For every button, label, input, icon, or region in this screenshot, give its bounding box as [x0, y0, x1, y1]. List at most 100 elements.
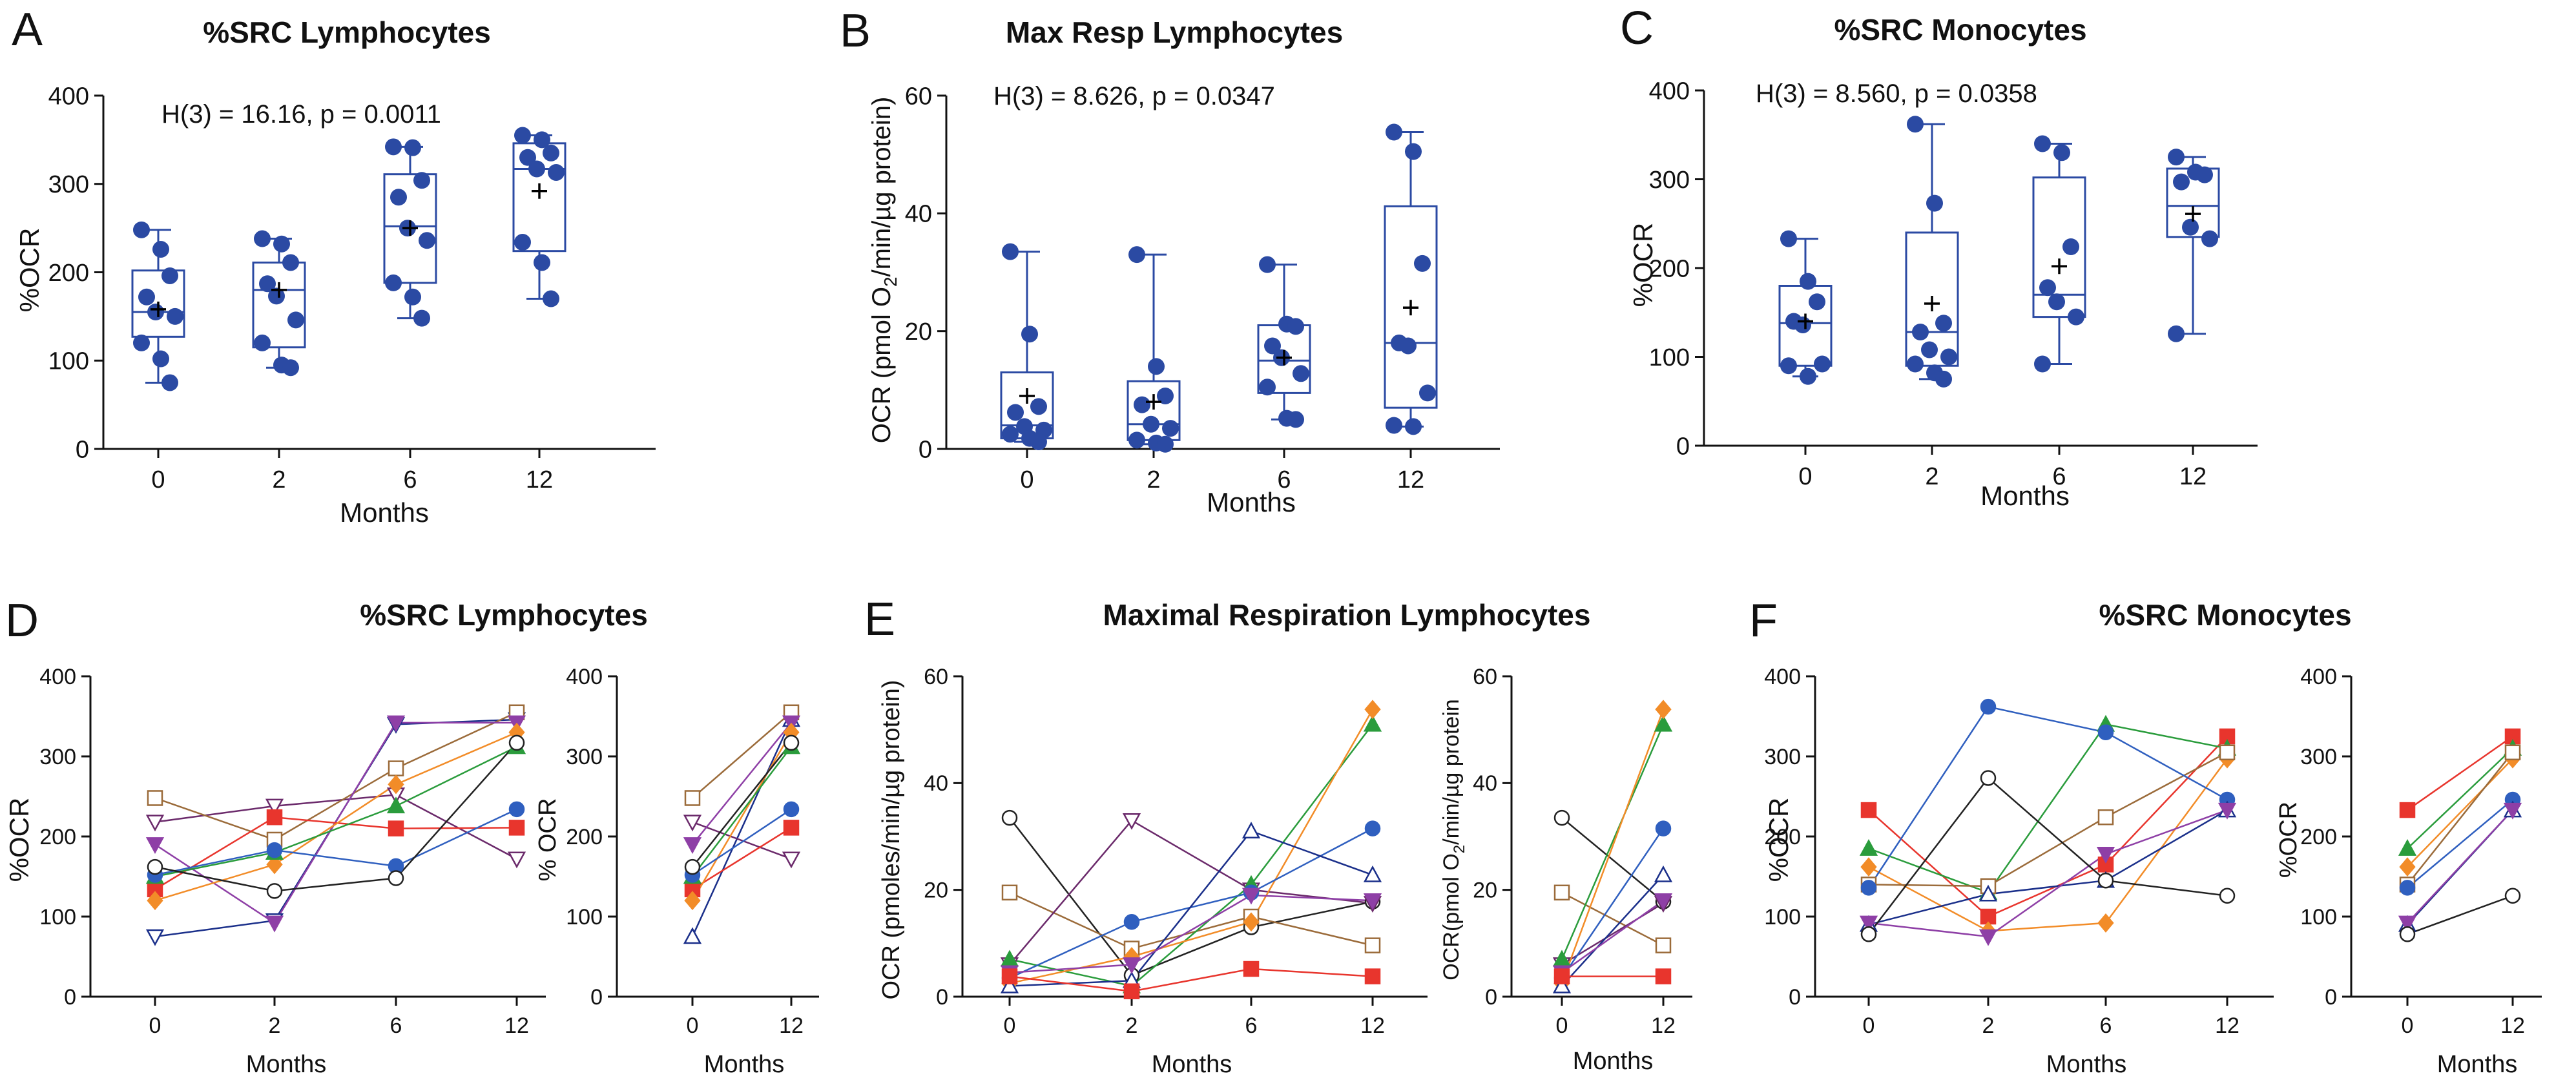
panel-a-box-2-mean-marker — [271, 282, 287, 298]
panel-d-series-3-line — [154, 711, 517, 841]
panel-d-small-y-tick-label: 200 — [566, 825, 603, 849]
panel-e-y-tick-label: 20 — [924, 878, 948, 903]
panel-a-xlabel: Months — [340, 497, 429, 528]
panel-f-series-8-point — [1860, 926, 1877, 942]
panel-d-small-y-tick-label: 0 — [590, 985, 603, 1010]
panel-d-small-x-tick-label: 12 — [779, 1013, 804, 1038]
panel-a-box-12-mean-marker — [532, 183, 547, 199]
panel-f-small-series-5-point — [2399, 880, 2416, 896]
panel-b-box-0-point — [1002, 243, 1019, 260]
panel-d-series-9-line — [154, 742, 517, 892]
panel-b-box-2-mean-marker — [1146, 394, 1161, 410]
panel-d-small-series-9-line — [692, 742, 792, 867]
panel-e-series-2-point — [1001, 884, 1018, 901]
panel-e-title: Maximal Respiration Lymphocytes — [1103, 598, 1591, 632]
panel-a-box-0-iqr — [131, 269, 185, 338]
panel-d-x-tick-label: 0 — [149, 1013, 161, 1038]
panel-d-small-series-9-point — [783, 734, 800, 751]
panel-a-y-tick-label: 200 — [48, 260, 89, 287]
panel-f-y-tick-label: 0 — [1789, 985, 1801, 1010]
panel-a-box-12-point — [514, 234, 531, 251]
panel-a-box-0-point — [161, 267, 178, 284]
panel-c-x-tick-label: 2 — [1925, 463, 1938, 490]
panel-e-series-1-point — [1001, 809, 1018, 826]
panel-e-series-2-line — [1009, 891, 1373, 950]
panel-e-series-8-line — [1009, 894, 1373, 974]
panel-d-series-8-point — [266, 842, 283, 858]
panel-f-y-tick-label: 300 — [1764, 745, 1801, 769]
panel-a-box-0-point — [167, 307, 183, 325]
panel-e-x-tick-label: 6 — [1245, 1013, 1258, 1038]
panel-f-series-3-point — [1860, 857, 1877, 877]
panel-d-series-9-point — [147, 858, 163, 875]
panel-f-series-5-point — [1860, 880, 1877, 896]
panel-f-series-5-line — [1867, 705, 2228, 889]
panel-e-ylabel: OCR (pmoles/min/µg protein) — [878, 680, 905, 1000]
panel-f-series-3-point — [2097, 913, 2114, 933]
panel-f-series-4-line — [1868, 751, 2228, 888]
panel-c-box-2-point — [1926, 194, 1943, 212]
panel-b-box-2-point — [1128, 246, 1145, 264]
panel-e-series-7-point — [1241, 822, 1261, 838]
panel-f-small-series-3-line — [2407, 758, 2513, 867]
panel-a-x-tick-label: 12 — [526, 466, 553, 493]
panel-e-series-9-point — [1243, 961, 1260, 977]
panel-b-ylabel: OCR (pmol O2/min/µg protein) — [867, 97, 900, 444]
panel-e-series-7-point — [1000, 976, 1019, 993]
panel-e-small-series-4-line — [1561, 723, 1665, 960]
panel-c-stat: H(3) = 8.560, p = 0.0358 — [1756, 79, 2037, 108]
panel-a-y-tick-label: 100 — [48, 348, 89, 375]
panel-b-stat: H(3) = 8.626, p = 0.0347 — [993, 82, 1275, 110]
panel-d-series-5-point — [266, 809, 283, 826]
panel-c-box-2-point — [1907, 116, 1924, 133]
panel-c-box-0-point — [1814, 355, 1831, 373]
panel-b-box-2-point — [1148, 358, 1165, 375]
panel-e-x-tick-label: 2 — [1126, 1013, 1138, 1038]
panel-e-line-plot: E Maximal Respiration Lymphocytes OCR (p… — [864, 594, 1692, 1078]
panel-f-small-series-8-point — [2504, 888, 2521, 904]
panel-f-series-7-point — [2218, 802, 2237, 820]
panel-f-series-3-line — [1868, 758, 2228, 932]
panel-e-small-series-1-point — [1553, 809, 1570, 826]
panel-a-x-tick-label: 2 — [272, 466, 286, 493]
panel-d-small-series-4-point — [683, 837, 702, 855]
panel-c-y-tick-label: 400 — [1649, 78, 1690, 105]
panel-d-series-5-point — [508, 820, 525, 836]
panel-d-small-series-9-point — [684, 858, 701, 875]
panel-d-x-tick-label: 2 — [269, 1013, 281, 1038]
panel-a-box-2-iqr — [252, 261, 306, 349]
panel-d-title: %SRC Lymphocytes — [360, 598, 648, 632]
panel-d-series-7-line — [154, 745, 517, 878]
panel-f-small-series-4-line — [2407, 752, 2513, 886]
panel-e-small-series-7-point — [1552, 976, 1572, 993]
panel-f-series-4-point — [2097, 809, 2114, 826]
panel-d-small-series-8-line — [692, 808, 792, 876]
panel-a-box-6-mean-marker — [402, 220, 418, 236]
panel-a-box-0-point — [161, 374, 178, 391]
panel-d-small-series-2-point — [683, 815, 702, 832]
panel-e-series-9-line — [1009, 968, 1373, 992]
panel-c-box-6-mean-marker — [2051, 258, 2067, 275]
panel-f-small-series-2-point — [2398, 838, 2417, 856]
panel-b-box-plot: B Max Resp Lymphocytes H(3) = 8.626, p =… — [840, 5, 1500, 517]
panel-d-small-series-6-line — [691, 732, 793, 901]
panel-c-box-12-mean-marker — [2185, 206, 2201, 222]
panel-d-y-tick-label: 300 — [39, 745, 76, 769]
panel-d-series-2-line — [154, 794, 517, 860]
panel-b-box-2-point — [1162, 420, 1179, 437]
panel-b-ylabel-sub: 2 — [880, 276, 900, 287]
panel-c-box-0-point — [1809, 293, 1825, 311]
panel-f-series-8-point — [2097, 872, 2114, 889]
panel-e-series-6-point — [1123, 914, 1140, 930]
panel-a-box-2-point — [287, 311, 304, 329]
panel-b-box-6-point — [1287, 318, 1304, 335]
panel-f-small-series-2-line — [2407, 747, 2513, 849]
panel-e-small-ylabel: OCR(pmol O2/min/µg protein — [1439, 699, 1468, 980]
panel-d-line-plot: D %SRC Lymphocytes %OCR % OCR Months Mon… — [4, 595, 819, 1078]
panel-a-box-12-point — [543, 290, 559, 307]
panel-d-series-6-point — [147, 891, 163, 911]
panel-e-xlabel: Months — [1152, 1051, 1232, 1078]
panel-c-x-tick-label: 0 — [1798, 463, 1812, 490]
panel-d-small-x-tick-label: 0 — [687, 1013, 699, 1038]
